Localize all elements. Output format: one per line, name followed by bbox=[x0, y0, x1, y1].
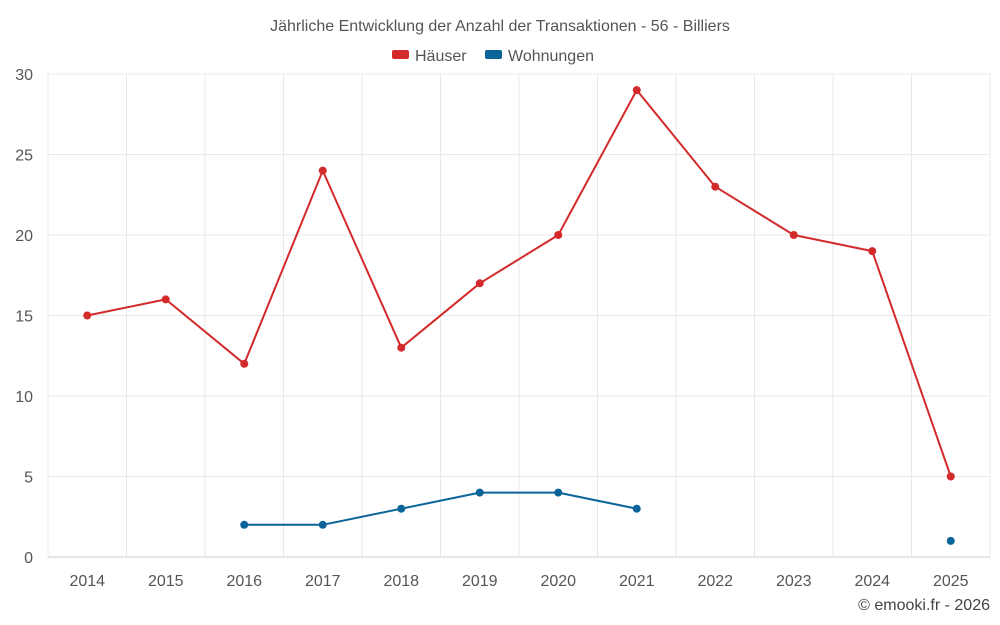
data-point-wohnungen-2025[interactable] bbox=[946, 536, 955, 545]
data-point-haeuser-2020[interactable] bbox=[554, 231, 563, 239]
x-tick-label: 2023 bbox=[776, 573, 812, 590]
legend-label-haeuser: Häuser bbox=[415, 48, 467, 65]
data-point-haeuser-2024[interactable] bbox=[868, 247, 877, 256]
data-point-haeuser-2022[interactable] bbox=[711, 182, 720, 191]
y-tick-label: 0 bbox=[24, 550, 33, 567]
data-point-haeuser-2016[interactable] bbox=[240, 359, 249, 368]
x-tick-label: 2025 bbox=[933, 573, 969, 590]
series-line-wohnungen bbox=[244, 491, 637, 526]
legend: Häuser Wohnungen bbox=[392, 48, 594, 65]
legend-swatch-wohnungen bbox=[485, 50, 502, 59]
series-haeuser bbox=[83, 86, 955, 481]
legend-item-haeuser[interactable]: Häuser bbox=[392, 48, 467, 65]
legend-item-wohnungen[interactable]: Wohnungen bbox=[485, 48, 594, 65]
x-tick-label: 2014 bbox=[69, 573, 105, 590]
x-tick-label: 2021 bbox=[619, 573, 655, 590]
x-tick-label: 2016 bbox=[226, 573, 262, 590]
data-point-haeuser-2018[interactable] bbox=[397, 343, 406, 352]
data-point-wohnungen-2020[interactable] bbox=[554, 488, 563, 497]
x-tick-label: 2022 bbox=[697, 573, 733, 590]
credit-text: © emooki.fr - 2026 bbox=[858, 597, 990, 614]
series bbox=[83, 86, 955, 545]
data-point-haeuser-2015[interactable] bbox=[161, 295, 170, 304]
x-tick-label: 2017 bbox=[305, 573, 341, 590]
y-tick-labels: 0 5 10 15 20 25 30 bbox=[15, 67, 33, 567]
series-line-haeuser bbox=[87, 89, 952, 477]
y-tick-label: 15 bbox=[15, 309, 33, 326]
y-tick-label: 20 bbox=[15, 228, 33, 245]
x-tick-label: 2015 bbox=[148, 573, 184, 590]
data-point-haeuser-2017[interactable] bbox=[318, 166, 327, 175]
data-point-haeuser-2021[interactable] bbox=[632, 86, 641, 95]
y-tick-label: 5 bbox=[24, 470, 33, 487]
x-tick-label: 2019 bbox=[462, 573, 498, 590]
data-point-wohnungen-2019[interactable] bbox=[475, 488, 484, 497]
data-point-haeuser-2019[interactable] bbox=[475, 279, 484, 288]
x-tick-label: 2020 bbox=[540, 573, 576, 590]
y-tick-label: 30 bbox=[15, 67, 33, 84]
data-point-wohnungen-2016[interactable] bbox=[240, 520, 249, 529]
legend-label-wohnungen: Wohnungen bbox=[508, 48, 594, 65]
data-point-haeuser-2025[interactable] bbox=[946, 472, 955, 481]
y-tick-label: 10 bbox=[15, 389, 33, 406]
x-tick-labels: 2014 2015 2016 2017 2018 2019 2020 2021 2022 2023… bbox=[69, 573, 968, 590]
data-point-wohnungen-2018[interactable] bbox=[397, 504, 406, 513]
data-point-wohnungen-2017[interactable] bbox=[318, 520, 327, 529]
data-point-haeuser-2014[interactable] bbox=[83, 311, 92, 320]
chart-title: Jährliche Entwicklung der Anzahl der Tra… bbox=[270, 18, 730, 35]
data-point-wohnungen-2021[interactable] bbox=[632, 504, 641, 513]
data-point-haeuser-2023[interactable] bbox=[789, 231, 798, 239]
x-tick-label: 2018 bbox=[383, 573, 419, 590]
x-tick-label: 2024 bbox=[854, 573, 890, 590]
grid bbox=[47, 73, 991, 557]
series-wohnungen bbox=[240, 488, 955, 545]
y-tick-label: 25 bbox=[15, 148, 33, 165]
legend-swatch-haeuser bbox=[392, 50, 409, 59]
